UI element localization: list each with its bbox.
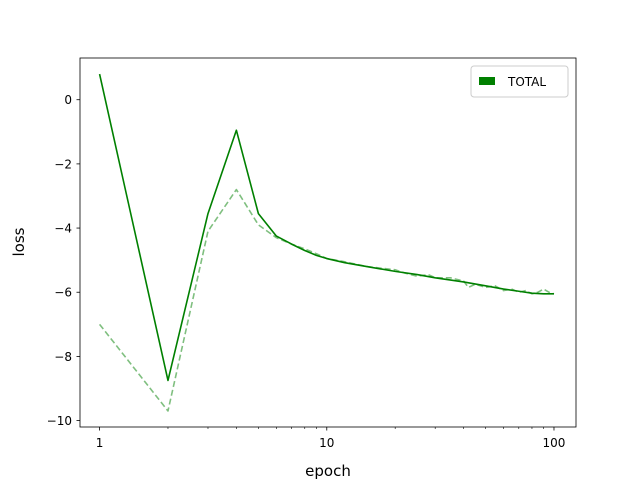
y-tick-label: −2 (54, 157, 72, 171)
x-axis-label: epoch (305, 462, 351, 480)
legend-swatch-total (479, 77, 495, 85)
x-tick-label: 10 (319, 436, 334, 450)
plot-frame (79, 57, 577, 428)
y-tick-label: −6 (54, 286, 72, 300)
y-axis: 0 −2 −4 −6 −8 −10 (47, 93, 80, 428)
y-tick-label: 0 (64, 93, 72, 107)
x-tick-label: 100 (543, 436, 566, 450)
legend: TOTAL (470, 65, 569, 98)
y-tick-label: −10 (47, 414, 72, 428)
y-axis-label: loss (10, 227, 28, 256)
plot-content (98, 73, 555, 412)
legend-box (470, 65, 569, 98)
series-line-total-dashed (98, 188, 555, 412)
y-tick-label: −4 (54, 222, 72, 236)
series-line-total (98, 73, 554, 382)
legend-label-total: TOTAL (507, 75, 546, 89)
x-tick-label: 1 (96, 436, 104, 450)
x-axis: 1 10 100 (96, 427, 566, 450)
y-tick-label: −8 (54, 350, 72, 364)
